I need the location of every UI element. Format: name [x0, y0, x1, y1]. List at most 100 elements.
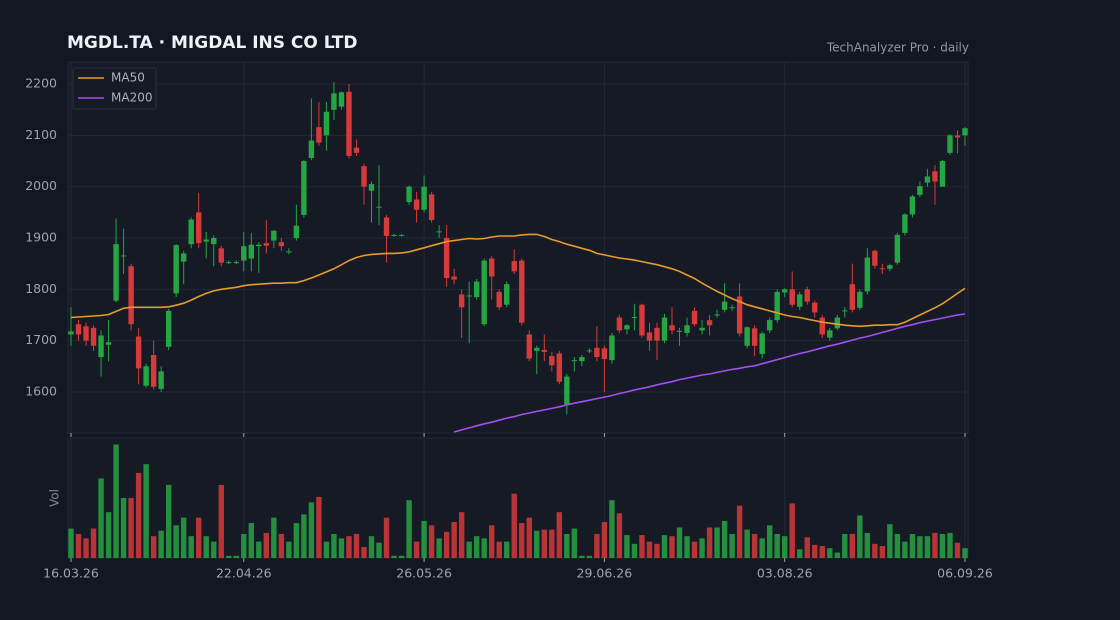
volume-bar — [902, 541, 908, 558]
volume-bar — [248, 523, 255, 558]
candle-body — [301, 161, 307, 215]
candle-body — [180, 253, 187, 262]
volume-bar — [376, 542, 382, 558]
candle-body — [443, 238, 450, 279]
candle-body — [241, 246, 247, 261]
volume-bar — [443, 531, 450, 558]
candle-body — [797, 294, 803, 307]
volume-bar — [579, 555, 585, 558]
candle-body — [616, 317, 623, 331]
volume-bar — [519, 523, 525, 558]
candle-body — [451, 276, 457, 280]
volume-bar — [338, 538, 345, 558]
y-tick-label: 1600 — [25, 383, 57, 398]
candle-body — [699, 327, 705, 331]
volume-bar — [781, 536, 788, 558]
candle-body — [774, 291, 780, 321]
volume-bar — [894, 534, 901, 558]
candle-body — [924, 176, 931, 183]
x-tick-label: 29.06.26 — [577, 566, 633, 581]
candle-body — [624, 325, 630, 330]
candle-body — [834, 317, 840, 329]
ma-line — [453, 313, 966, 433]
candle-body — [789, 289, 795, 305]
candle-body — [751, 328, 758, 346]
volume-bar — [421, 520, 427, 558]
legend: MA50 MA200 — [72, 67, 157, 110]
candle-body — [158, 371, 164, 389]
candle-body — [631, 317, 638, 319]
candle-body — [857, 291, 863, 308]
volume-bar — [68, 528, 74, 558]
candle-body — [105, 342, 112, 345]
candle-body — [361, 166, 367, 187]
candle-body — [278, 242, 285, 247]
volume-bar — [556, 512, 563, 558]
candle-body — [293, 225, 300, 239]
volume-bar — [541, 529, 547, 558]
volume-bar — [624, 535, 630, 558]
chart-subtitle: TechAnalyzer Pro · daily — [826, 41, 969, 55]
candle-body — [165, 310, 172, 347]
x-tick-label: 16.03.26 — [43, 566, 99, 581]
candle-body — [218, 248, 224, 263]
candle-body — [143, 366, 149, 386]
candle-body — [504, 284, 510, 305]
volume-bar — [669, 536, 675, 558]
volume-bar — [113, 444, 119, 558]
candle-body — [849, 284, 856, 310]
candle-body — [83, 326, 89, 341]
moving-averages — [70, 233, 966, 433]
volume-bar — [511, 493, 517, 558]
candle-body — [842, 310, 848, 312]
candle-body — [391, 234, 397, 236]
volume-bar — [699, 538, 705, 558]
volume-bar — [526, 517, 532, 558]
candle-body — [654, 327, 660, 341]
candle-body — [586, 350, 593, 352]
candle-body — [706, 320, 713, 326]
volume-bar — [954, 542, 961, 558]
volume-bar — [428, 525, 435, 558]
volume-bar — [233, 555, 239, 558]
candle-body — [744, 327, 750, 346]
candle-body — [691, 310, 698, 325]
candle-body — [90, 327, 97, 346]
y-tick-label: 2100 — [25, 127, 57, 142]
candle-body — [75, 324, 82, 335]
candle-body — [519, 260, 525, 323]
candle-body — [541, 349, 547, 352]
volume-bar — [293, 523, 300, 558]
candle-body — [308, 140, 315, 158]
volume-bar — [887, 524, 893, 558]
candle-body — [428, 194, 435, 221]
candle-body — [729, 307, 735, 309]
volume-bar — [676, 527, 683, 558]
volume-bar — [661, 535, 668, 558]
candle-body — [256, 244, 262, 247]
candle-body — [564, 376, 570, 405]
volume-bar — [654, 543, 660, 558]
candle-body — [98, 335, 104, 358]
y-tick-label: 2000 — [25, 178, 57, 193]
volume-bar — [128, 498, 134, 558]
chart-title: MGDL.TA · MIGDAL INS CO LTD — [67, 33, 358, 53]
volume-bar — [331, 534, 337, 558]
volume-bar — [481, 538, 487, 558]
volume-bar — [609, 500, 615, 558]
candle-body — [421, 186, 427, 210]
volume-bar — [586, 555, 593, 558]
candle-body — [466, 295, 472, 297]
candle-body — [601, 348, 608, 360]
candle-body — [496, 291, 502, 308]
volume-bar — [436, 538, 442, 558]
candle-body — [594, 347, 600, 358]
candle-body — [661, 317, 668, 341]
volume-bar — [226, 555, 232, 558]
volume-bar — [75, 534, 82, 558]
volume-bar — [789, 503, 795, 558]
volume-bar — [721, 520, 728, 558]
volume-bar — [549, 529, 555, 558]
candle-body — [196, 212, 202, 244]
candle-body — [173, 245, 179, 294]
